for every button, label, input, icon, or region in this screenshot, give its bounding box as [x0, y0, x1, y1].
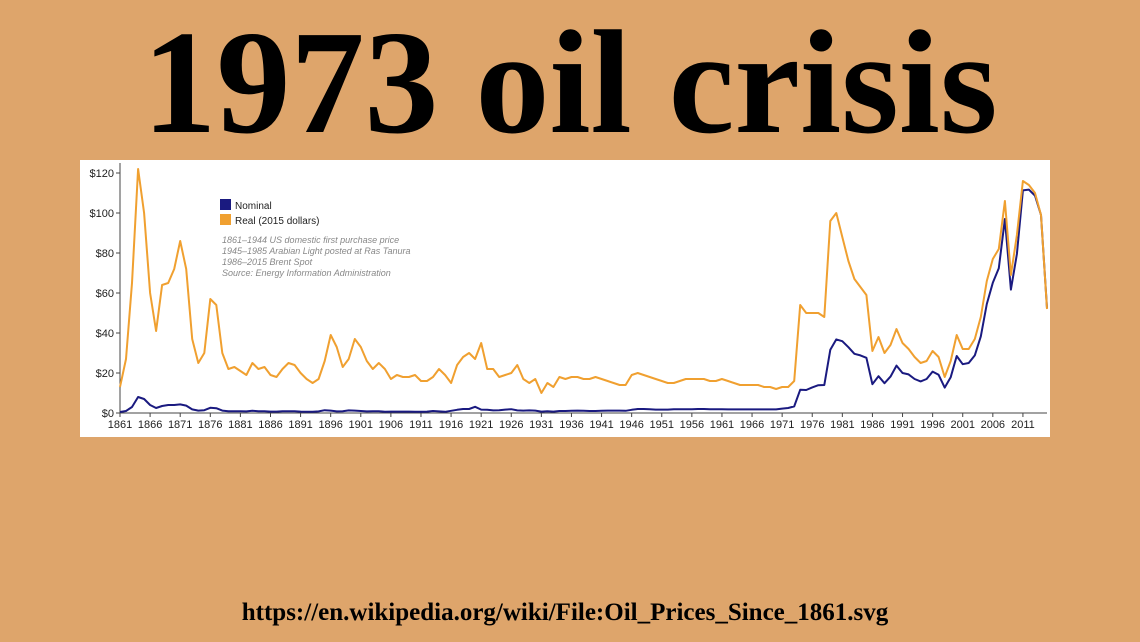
x-tick-label: 1961: [710, 419, 734, 431]
annotation: 1861–1944 US domestic first purchase pri…: [222, 235, 399, 245]
x-tick-label: 1861: [108, 419, 132, 431]
legend-swatch: [220, 214, 231, 225]
x-tick-label: 1971: [770, 419, 794, 431]
x-tick-label: 1866: [138, 419, 162, 431]
x-tick-label: 1891: [288, 419, 312, 431]
x-tick-label: 1956: [680, 419, 704, 431]
series-line: [119, 188, 1048, 413]
x-tick-label: 2001: [950, 419, 974, 431]
source-url: https://en.wikipedia.org/wiki/File:Oil_P…: [242, 599, 889, 626]
y-tick-label: $60: [96, 288, 114, 300]
x-tick-label: 1921: [469, 419, 493, 431]
y-tick-label: $80: [96, 248, 114, 260]
x-tick-label: 1991: [890, 419, 914, 431]
x-tick-label: 1906: [379, 419, 403, 431]
y-tick-label: $0: [102, 408, 114, 420]
annotation: 1986–2015 Brent Spot: [222, 257, 313, 267]
slide-title: 1973 oil crisis: [142, 1, 997, 165]
y-tick-label: $120: [90, 168, 114, 180]
series-line: [119, 168, 1048, 394]
annotation: 1945–1985 Arabian Light posted at Ras Ta…: [222, 246, 410, 256]
x-tick-label: 1931: [529, 419, 553, 431]
x-tick-label: 2011: [1011, 419, 1035, 431]
x-tick-label: 1881: [228, 419, 252, 431]
y-tick-label: $20: [96, 368, 114, 380]
x-tick-label: 1896: [318, 419, 342, 431]
x-tick-label: 1916: [439, 419, 463, 431]
x-tick-label: 1936: [559, 419, 583, 431]
x-tick-label: 1946: [619, 419, 643, 431]
x-tick-label: 1901: [349, 419, 373, 431]
x-tick-label: 1951: [650, 419, 674, 431]
legend-label: Nominal: [235, 201, 272, 212]
x-tick-label: 1941: [589, 419, 613, 431]
legend-swatch: [220, 199, 231, 210]
x-tick-label: 1966: [740, 419, 764, 431]
chart-background: [80, 160, 1050, 437]
x-tick-label: 1926: [499, 419, 523, 431]
x-tick-label: 1886: [258, 419, 282, 431]
x-tick-label: 1996: [920, 419, 944, 431]
x-tick-label: 1976: [800, 419, 824, 431]
y-tick-label: $100: [90, 208, 114, 220]
chart: $0 $20 $40 $60 $80 $100 $120 1861 1866 1871 1876 18…: [90, 163, 1048, 431]
x-tick-label: 1876: [198, 419, 222, 431]
x-tick-label: 1981: [830, 419, 854, 431]
legend-label: Real (2015 dollars): [235, 216, 320, 227]
annotation: Source: Energy Information Administratio…: [222, 268, 391, 278]
x-tick-label: 1911: [409, 419, 433, 431]
x-tick-label: 2006: [981, 419, 1005, 431]
y-tick-label: $40: [96, 328, 114, 340]
x-tick-label: 1871: [168, 419, 192, 431]
x-tick-label: 1986: [860, 419, 884, 431]
